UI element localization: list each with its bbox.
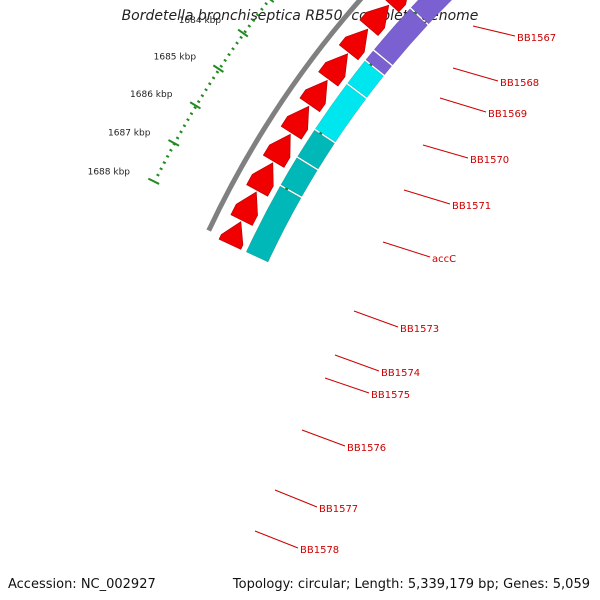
gene-label: BB1573 — [400, 324, 439, 335]
reverse-cds-purple — [410, 0, 453, 25]
gene-label: BB1576 — [347, 443, 386, 454]
reverse-cds-purple — [365, 50, 393, 76]
major-tick — [212, 64, 224, 73]
gene-leader-line — [324, 377, 370, 394]
genome-stats-text: Topology: circular; Length: 5,339,179 bp… — [232, 577, 590, 592]
gene-leader-line — [472, 25, 516, 37]
tick-label: 1685 kbp — [154, 53, 197, 63]
gene-label: BB1574 — [381, 368, 420, 379]
forward-cds-arrow — [359, 4, 390, 37]
gene-label: BB1575 — [371, 390, 410, 401]
gene-leader-line — [403, 189, 451, 205]
forward-cds-arrow — [280, 105, 310, 140]
gene-label: BB1577 — [319, 504, 358, 515]
tick-label: 1688 kbp — [88, 168, 131, 178]
accession-text: Accession: NC_002927 — [8, 577, 156, 592]
gene-leader-line — [301, 429, 346, 447]
forward-cds-arrow — [385, 0, 407, 13]
gene-label: BB1567 — [517, 33, 556, 44]
reverse-cds-cyan — [347, 60, 384, 98]
gene-leader-line — [422, 144, 469, 159]
gene-label: BB1578 — [300, 545, 339, 556]
gene-leader-line — [439, 97, 487, 113]
gene-label: BB1571 — [452, 201, 491, 212]
gene-leader-line — [334, 354, 380, 372]
forward-cds-arrow — [218, 221, 244, 250]
gene-label: BB1568 — [500, 78, 539, 89]
gene-leader-line — [382, 241, 431, 258]
forward-cds-arrow — [262, 133, 291, 168]
reverse-cds-purple — [373, 8, 428, 66]
gene-leader-line — [274, 489, 318, 508]
gene-leader-line — [353, 310, 399, 328]
map-title: Bordetella bronchiseptica RB50, complete… — [121, 8, 479, 24]
gene-label: BB1570 — [470, 155, 509, 166]
tick-label: 1684 kbp — [179, 16, 222, 26]
major-tick — [237, 28, 249, 38]
forward-cds-arrow — [338, 28, 369, 61]
tick-label: 1686 kbp — [130, 90, 173, 100]
tick-label: 1687 kbp — [108, 128, 151, 138]
forward-cds-arrow — [230, 191, 258, 226]
reverse-cds-teal — [245, 185, 302, 263]
gene-label: BB1569 — [488, 109, 527, 120]
major-tick — [147, 177, 160, 185]
forward-cds-arrow — [318, 53, 349, 87]
forward-cds-arrow — [299, 79, 328, 113]
forward-cds-arrow — [246, 162, 274, 197]
gene-leader-line — [254, 530, 299, 549]
reverse-cds-teal — [280, 157, 318, 197]
major-tick — [167, 139, 180, 147]
gene-label: accC — [432, 254, 456, 265]
gene-leader-line — [452, 67, 499, 82]
backbone-ring — [206, 0, 364, 232]
reverse-cds-cyan — [315, 84, 367, 143]
major-tick — [189, 101, 201, 110]
major-tick — [269, 0, 275, 3]
reverse-cds-teal — [297, 129, 335, 170]
